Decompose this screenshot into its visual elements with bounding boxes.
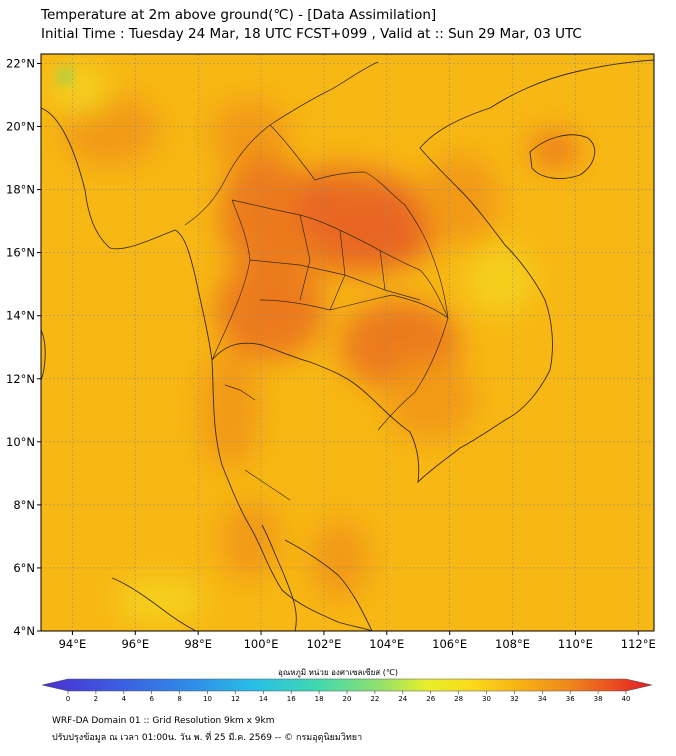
colorbar-tick-label: 32	[510, 695, 519, 703]
colorbar-tick-label: 10	[203, 695, 212, 703]
colorbar-label: อุณหภูมิ หน่วย องศาเซลเซียส (℃)	[278, 668, 398, 677]
latitude-label: 18°N	[6, 183, 35, 197]
latitude-label: 16°N	[6, 246, 35, 260]
footer-line-2: ปรับปรุงข้อมูล ณ เวลา 01:00น. วัน พ. ที่…	[52, 733, 363, 743]
colorbar-tick-label: 38	[594, 695, 603, 703]
colorbar-tick-label: 30	[482, 695, 491, 703]
colorbar-tick-label: 2	[94, 695, 98, 703]
colorbar-tick-label: 22	[370, 695, 379, 703]
longitude-label: 96°E	[121, 637, 149, 651]
temperature-blobs	[50, 65, 580, 625]
latitude-label: 12°N	[6, 372, 35, 386]
latitude-label: 8°N	[13, 498, 35, 512]
latitude-label: 10°N	[6, 435, 35, 449]
latitude-label: 4°N	[13, 624, 35, 638]
longitude-label: 94°E	[59, 637, 87, 651]
longitude-label: 112°E	[621, 637, 656, 651]
longitude-label: 106°E	[432, 637, 467, 651]
colorbar-tick-label: 4	[122, 695, 127, 703]
latitude-label: 22°N	[6, 56, 35, 70]
map-frame	[40, 53, 655, 632]
colorbar-tick-label: 40	[622, 695, 631, 703]
longitude-label: 108°E	[495, 637, 530, 651]
longitude-label: 110°E	[558, 637, 593, 651]
colorbar-tick-label: 0	[66, 695, 70, 703]
longitude-label: 100°E	[244, 637, 279, 651]
colorbar-tick-label: 6	[149, 695, 154, 703]
colorbar-tick-label: 24	[398, 695, 407, 703]
colorbar-tick-label: 16	[287, 695, 296, 703]
latitude-label: 20°N	[6, 120, 35, 134]
longitude-label: 104°E	[369, 637, 404, 651]
chart-title: Temperature at 2m above ground(℃) - [Dat…	[41, 7, 437, 23]
colorbar-tick-label: 14	[259, 695, 268, 703]
longitude-axis: 94°E 96°E 98°E 100°E 102°E 104°E 106°E 108°E 110…	[59, 631, 656, 651]
colorbar-ticks: 0 2 4 6 8 10 12 14 16 18 20 22 24 26 28 30 32 34 36 38 40	[66, 691, 631, 703]
latitude-label: 14°N	[6, 309, 35, 323]
cool-spot	[58, 67, 72, 85]
latitude-label: 6°N	[13, 561, 35, 575]
colorbar-tick-label: 18	[315, 695, 324, 703]
colorbar-tick-label: 28	[454, 695, 463, 703]
chart-subtitle: Initial Time : Tuesday 24 Mar, 18 UTC FC…	[41, 26, 582, 42]
map-field	[41, 54, 654, 631]
longitude-label: 98°E	[184, 637, 212, 651]
footer-line-1: WRF-DA Domain 01 :: Grid Resolution 9km …	[52, 716, 275, 726]
colorbar	[41, 678, 653, 692]
colorbar-tick-label: 26	[426, 695, 435, 703]
colorbar-tick-label: 36	[566, 695, 575, 703]
latitude-axis: 22°N 20°N 18°N 16°N 14°N 12°N 10°N 8°N 6°N 4°N	[6, 56, 41, 638]
colorbar-tick-label: 20	[343, 695, 352, 703]
country-borders	[184, 61, 449, 501]
colorbar-tick-label: 12	[231, 695, 240, 703]
longitude-label: 102°E	[306, 637, 341, 651]
colorbar-tick-label: 8	[177, 695, 181, 703]
colorbar-tick-label: 34	[538, 695, 547, 703]
